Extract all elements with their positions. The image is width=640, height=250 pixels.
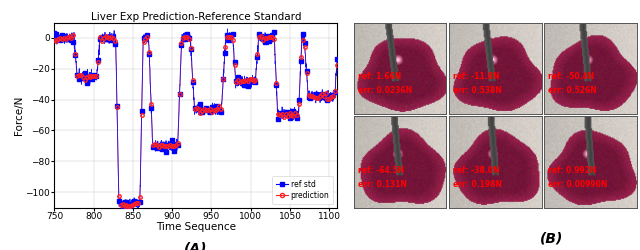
Text: err: 0.0236N: err: 0.0236N <box>358 86 412 96</box>
Text: ref: -38.0N: ref: -38.0N <box>453 166 499 175</box>
Y-axis label: Force/N: Force/N <box>14 95 24 135</box>
Text: err: 0.131N: err: 0.131N <box>358 180 406 189</box>
X-axis label: Time Sequence: Time Sequence <box>156 222 236 232</box>
Text: err: 0.526N: err: 0.526N <box>548 86 597 96</box>
Text: ref: -64.5N: ref: -64.5N <box>358 166 404 175</box>
Text: ref: -50.4N: ref: -50.4N <box>548 72 595 81</box>
Text: ref: 0.992N: ref: 0.992N <box>548 166 596 175</box>
Text: ref: -11.8N: ref: -11.8N <box>453 72 499 81</box>
Text: err: 0.00990N: err: 0.00990N <box>548 180 607 189</box>
Title: Liver Exp Prediction-Reference Standard: Liver Exp Prediction-Reference Standard <box>90 12 301 22</box>
Text: (B): (B) <box>540 231 563 245</box>
Text: err: 0.538N: err: 0.538N <box>453 86 502 96</box>
Text: (A): (A) <box>184 242 207 250</box>
Text: ref: 1.66N: ref: 1.66N <box>358 72 401 81</box>
Text: err: 0.198N: err: 0.198N <box>453 180 502 189</box>
Legend: ref std, prediction: ref std, prediction <box>273 176 333 204</box>
